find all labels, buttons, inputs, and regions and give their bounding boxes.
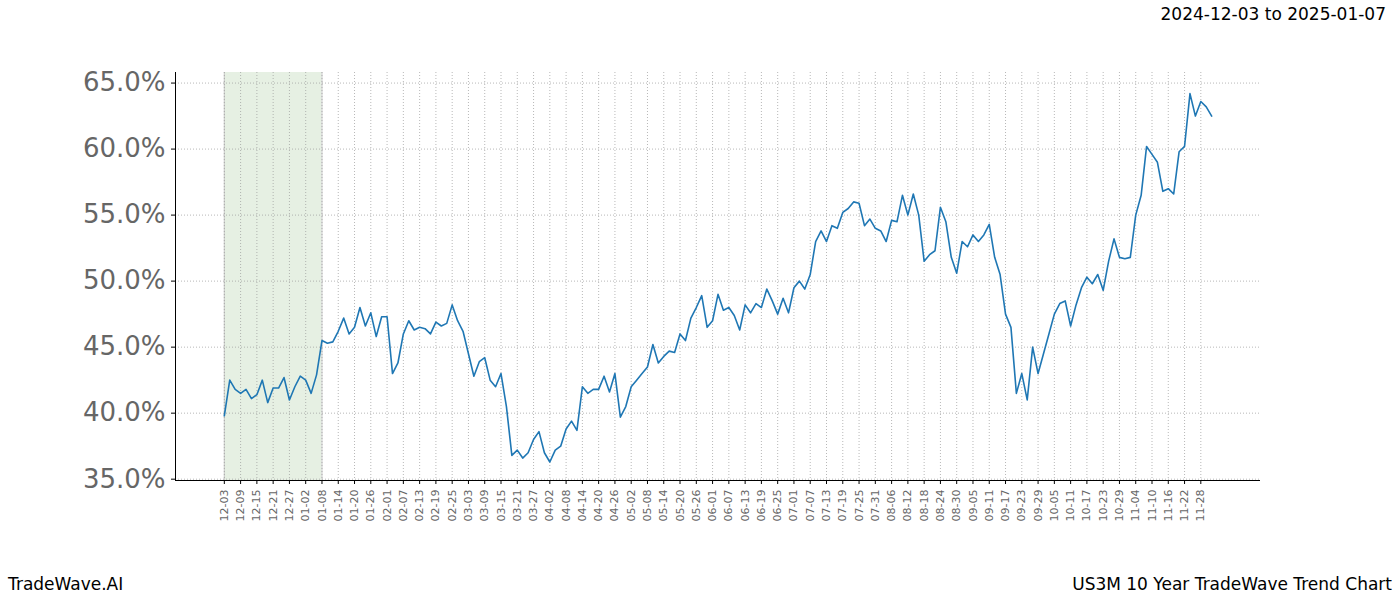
svg-text:03-09: 03-09 (478, 490, 491, 522)
svg-text:09-17: 09-17 (999, 490, 1012, 522)
svg-text:08-24: 08-24 (934, 490, 947, 522)
svg-text:09-05: 09-05 (966, 490, 979, 522)
svg-text:11-22: 11-22 (1178, 490, 1191, 522)
svg-text:03-27: 03-27 (527, 490, 540, 522)
svg-text:02-19: 02-19 (429, 490, 442, 522)
svg-text:65.0%: 65.0% (83, 67, 166, 97)
svg-text:01-14: 01-14 (332, 490, 345, 522)
svg-text:06-25: 06-25 (771, 490, 784, 522)
svg-text:04-26: 04-26 (608, 490, 621, 522)
svg-text:12-27: 12-27 (283, 490, 296, 522)
svg-text:07-13: 07-13 (820, 490, 833, 522)
svg-text:11-28: 11-28 (1194, 490, 1207, 522)
svg-text:02-07: 02-07 (397, 490, 410, 522)
html-text:2024-12-03 to 2025-01-07: 2024-12-03 to 2025-01-07 (1160, 4, 1386, 24)
svg-text:06-19: 06-19 (755, 490, 768, 522)
svg-text:05-02: 05-02 (625, 490, 638, 522)
html-text:TradeWave.AI: TradeWave.AI (8, 574, 124, 594)
svg-text:03-15: 03-15 (495, 490, 508, 522)
svg-text:12-09: 12-09 (234, 490, 247, 522)
svg-text:11-04: 11-04 (1129, 490, 1142, 522)
svg-text:07-31: 07-31 (869, 490, 882, 522)
svg-text:07-01: 07-01 (787, 490, 800, 522)
html-text:US3M 10 Year TradeWave Trend C: US3M 10 Year TradeWave Trend Chart (1072, 574, 1392, 594)
svg-text:01-20: 01-20 (348, 490, 361, 522)
svg-text:05-08: 05-08 (641, 490, 654, 522)
svg-text:05-20: 05-20 (674, 490, 687, 522)
svg-text:05-26: 05-26 (690, 490, 703, 522)
svg-text:10-23: 10-23 (1097, 490, 1110, 522)
svg-text:06-01: 06-01 (706, 490, 719, 522)
svg-text:10-29: 10-29 (1113, 490, 1126, 522)
svg-text:11-10: 11-10 (1146, 490, 1159, 522)
svg-text:12-03: 12-03 (218, 490, 231, 522)
svg-text:01-02: 01-02 (299, 490, 312, 522)
svg-text:04-02: 04-02 (543, 490, 556, 522)
svg-text:09-11: 09-11 (983, 490, 996, 522)
svg-text:02-25: 02-25 (446, 490, 459, 522)
svg-text:05-14: 05-14 (657, 490, 670, 522)
svg-text:07-07: 07-07 (804, 490, 817, 522)
svg-text:12-15: 12-15 (250, 490, 263, 522)
svg-text:45.0%: 45.0% (83, 331, 166, 361)
svg-text:03-21: 03-21 (511, 490, 524, 522)
svg-text:50.0%: 50.0% (83, 265, 166, 295)
svg-text:04-20: 04-20 (592, 490, 605, 522)
svg-text:08-06: 08-06 (885, 490, 898, 522)
svg-text:55.0%: 55.0% (83, 199, 166, 229)
svg-text:10-17: 10-17 (1080, 490, 1093, 522)
svg-text:06-13: 06-13 (739, 490, 752, 522)
svg-text:10-05: 10-05 (1048, 490, 1061, 522)
svg-text:12-21: 12-21 (267, 490, 280, 522)
svg-text:04-08: 04-08 (560, 490, 573, 522)
svg-text:03-03: 03-03 (462, 490, 475, 522)
svg-text:60.0%: 60.0% (83, 133, 166, 163)
svg-text:04-14: 04-14 (576, 490, 589, 522)
svg-text:08-18: 08-18 (918, 490, 931, 522)
svg-text:06-07: 06-07 (722, 490, 735, 522)
svg-text:09-23: 09-23 (1015, 490, 1028, 522)
svg-text:01-08: 01-08 (315, 490, 328, 522)
svg-text:08-30: 08-30 (950, 490, 963, 522)
svg-text:40.0%: 40.0% (83, 397, 166, 427)
svg-text:01-26: 01-26 (364, 490, 377, 522)
svg-text:35.0%: 35.0% (83, 463, 166, 493)
svg-text:07-25: 07-25 (853, 490, 866, 522)
svg-text:11-16: 11-16 (1162, 490, 1175, 522)
svg-text:07-19: 07-19 (836, 490, 849, 522)
svg-text:09-29: 09-29 (1032, 490, 1045, 522)
svg-text:02-13: 02-13 (413, 490, 426, 522)
svg-text:08-12: 08-12 (901, 490, 914, 522)
svg-text:10-11: 10-11 (1064, 490, 1077, 522)
svg-text:02-01: 02-01 (381, 490, 394, 522)
